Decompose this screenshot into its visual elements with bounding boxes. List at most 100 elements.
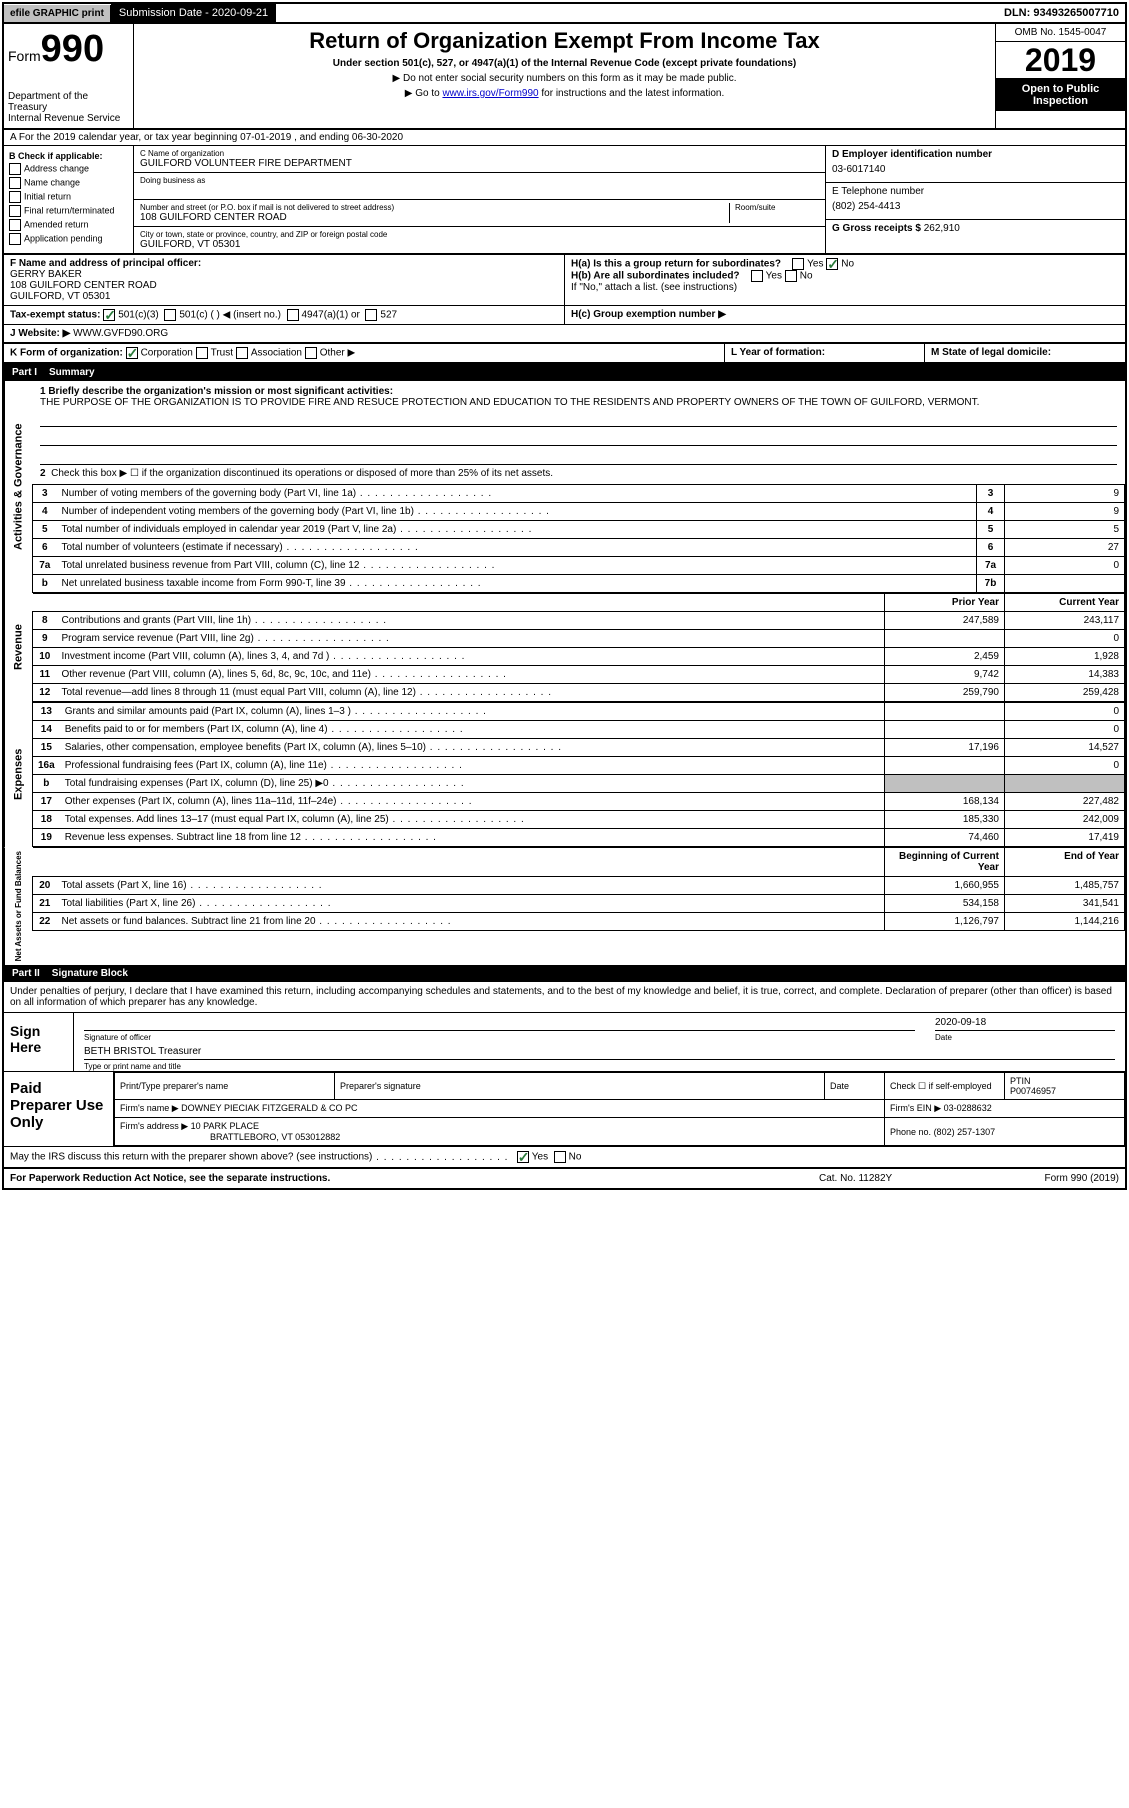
- j-lbl: J Website: ▶: [10, 328, 70, 339]
- sign-here-label: Sign Here: [4, 1013, 74, 1071]
- k-lbl: K Form of organization:: [10, 348, 123, 359]
- cb-pending[interactable]: [9, 233, 21, 245]
- hb-no[interactable]: [785, 270, 797, 282]
- cb-other[interactable]: [305, 347, 317, 359]
- cb-address-change[interactable]: [9, 163, 21, 175]
- form-number: 990: [41, 28, 104, 70]
- part2-num: Part II: [12, 968, 40, 979]
- vlabel-activities: Activities & Governance: [4, 381, 32, 593]
- irs-link[interactable]: www.irs.gov/Form990: [442, 88, 538, 99]
- cb-amended[interactable]: [9, 219, 21, 231]
- part1-header: Part I Summary: [4, 364, 1125, 381]
- form-ref: Form 990 (2019): [969, 1173, 1119, 1184]
- website: WWW.GVFD90.ORG: [73, 328, 168, 339]
- paid-preparer-label: Paid Preparer Use Only: [4, 1072, 114, 1146]
- officer-name: GERRY BAKER: [10, 269, 558, 280]
- submission-date: Submission Date - 2020-09-21: [111, 4, 276, 22]
- cb-assoc[interactable]: [236, 347, 248, 359]
- l-lbl: L Year of formation:: [731, 347, 825, 358]
- omb-number: OMB No. 1545-0047: [996, 24, 1125, 42]
- cb-corp[interactable]: [126, 347, 138, 359]
- firm-addr1: 10 PARK PLACE: [191, 1121, 259, 1131]
- firm-addr-lbl: Firm's address ▶: [120, 1121, 188, 1131]
- cb-final-return[interactable]: [9, 205, 21, 217]
- discuss-yes[interactable]: [517, 1151, 529, 1163]
- cb-initial-return[interactable]: [9, 191, 21, 203]
- room-lbl: Room/suite: [735, 203, 819, 212]
- sig-date: 2020-09-18: [935, 1015, 1115, 1031]
- form-label: Form: [8, 48, 41, 64]
- ein: 03-6017140: [832, 160, 1119, 179]
- ptin-val: P00746957: [1010, 1086, 1056, 1096]
- l1-lbl: 1 Briefly describe the organization's mi…: [40, 386, 393, 397]
- b-title: B Check if applicable:: [9, 151, 128, 161]
- right-info: D Employer identification number03-60171…: [825, 146, 1125, 253]
- ha-lbl: H(a) Is this a group return for subordin…: [571, 259, 781, 270]
- l2-text: Check this box ▶ ☐ if the organization d…: [51, 468, 553, 479]
- part2-title: Signature Block: [52, 968, 128, 979]
- col-prior-year: Prior Year: [885, 594, 1005, 612]
- m-lbl: M State of legal domicile:: [931, 347, 1051, 358]
- col-bcy: Beginning of Current Year: [885, 848, 1005, 877]
- hb-lbl: H(b) Are all subordinates included?: [571, 271, 740, 282]
- goto-post: for instructions and the latest informat…: [539, 88, 725, 99]
- dba-lbl: Doing business as: [140, 176, 819, 185]
- firm-name-lbl: Firm's name ▶: [120, 1103, 179, 1113]
- form-title: Return of Organization Exempt From Incom…: [144, 28, 985, 54]
- firm-ein-lbl: Firm's EIN ▶: [890, 1103, 941, 1113]
- addr-lbl: Number and street (or P.O. box if mail i…: [140, 203, 729, 212]
- firm-ein: 03-0288632: [944, 1103, 992, 1113]
- c-name-lbl: C Name of organization: [140, 149, 819, 158]
- discuss-text: May the IRS discuss this return with the…: [10, 1152, 372, 1163]
- net-assets-table: Beginning of Current YearEnd of Year 20T…: [32, 847, 1125, 931]
- g-lbl: G Gross receipts $: [832, 223, 921, 234]
- name-title-lbl: Type or print name and title: [74, 1062, 1125, 1071]
- part2-header: Part II Signature Block: [4, 965, 1125, 982]
- date-lbl: Date: [925, 1033, 1125, 1042]
- form-subtitle: Under section 501(c), 527, or 4947(a)(1)…: [144, 58, 985, 69]
- page-footer: For Paperwork Reduction Act Notice, see …: [4, 1169, 1125, 1188]
- form-note-1: ▶ Do not enter social security numbers o…: [144, 73, 985, 84]
- cb-trust[interactable]: [196, 347, 208, 359]
- dept-label: Department of the Treasury Internal Reve…: [8, 91, 129, 124]
- officer-addr1: 108 GUILFORD CENTER ROAD: [10, 280, 558, 291]
- cb-name-change[interactable]: [9, 177, 21, 189]
- ha-no[interactable]: [826, 258, 838, 270]
- cb-501c[interactable]: [164, 309, 176, 321]
- part1-title: Summary: [49, 367, 95, 378]
- org-name: GUILFORD VOLUNTEER FIRE DEPARTMENT: [140, 158, 819, 169]
- a-row: A For the 2019 calendar year, or tax yea…: [4, 130, 1125, 146]
- part1-num: Part I: [12, 367, 37, 378]
- col-ey: End of Year: [1005, 848, 1125, 877]
- vlabel-revenue: Revenue: [4, 593, 32, 702]
- firm-name: DOWNEY PIECIAK FITZGERALD & CO PC: [181, 1103, 357, 1113]
- col-current-year: Current Year: [1005, 594, 1125, 612]
- cb-501c3[interactable]: [103, 309, 115, 321]
- cb-4947[interactable]: [287, 309, 299, 321]
- ha-yes[interactable]: [792, 258, 804, 270]
- check-self-employed: Check ☐ if self-employed: [885, 1073, 1005, 1100]
- section-b: B Check if applicable: Address change Na…: [4, 146, 134, 253]
- vlabel-net: Net Assets or Fund Balances: [4, 847, 32, 965]
- cb-527[interactable]: [365, 309, 377, 321]
- hc-lbl: H(c) Group exemption number ▶: [571, 309, 726, 320]
- e-lbl: E Telephone number: [832, 186, 1119, 197]
- hb-note: If "No," attach a list. (see instruction…: [571, 282, 1119, 293]
- street-address: 108 GUILFORD CENTER ROAD: [140, 212, 729, 223]
- public-inspection: Open to Public Inspection: [996, 79, 1125, 111]
- paperwork-notice: For Paperwork Reduction Act Notice, see …: [10, 1173, 819, 1184]
- mission-text: THE PURPOSE OF THE ORGANIZATION IS TO PR…: [40, 397, 1117, 408]
- prep-sig-lbl: Preparer's signature: [335, 1073, 825, 1100]
- dln: DLN: 93493265007710: [998, 4, 1125, 22]
- form-header: Form990 Department of the Treasury Inter…: [4, 24, 1125, 130]
- hb-yes[interactable]: [751, 270, 763, 282]
- city-lbl: City or town, state or province, country…: [140, 230, 819, 239]
- sig-officer-lbl: Signature of officer: [74, 1033, 925, 1042]
- ptin-lbl: PTIN: [1010, 1076, 1031, 1086]
- d-lbl: D Employer identification number: [832, 149, 1119, 160]
- firm-addr2: BRATTLEBORO, VT 053012882: [120, 1132, 340, 1142]
- expenses-table: 13Grants and similar amounts paid (Part …: [32, 702, 1125, 847]
- discuss-no[interactable]: [554, 1151, 566, 1163]
- revenue-table: Prior YearCurrent Year 8Contributions an…: [32, 593, 1125, 702]
- top-bar: efile GRAPHIC print Submission Date - 20…: [4, 4, 1125, 24]
